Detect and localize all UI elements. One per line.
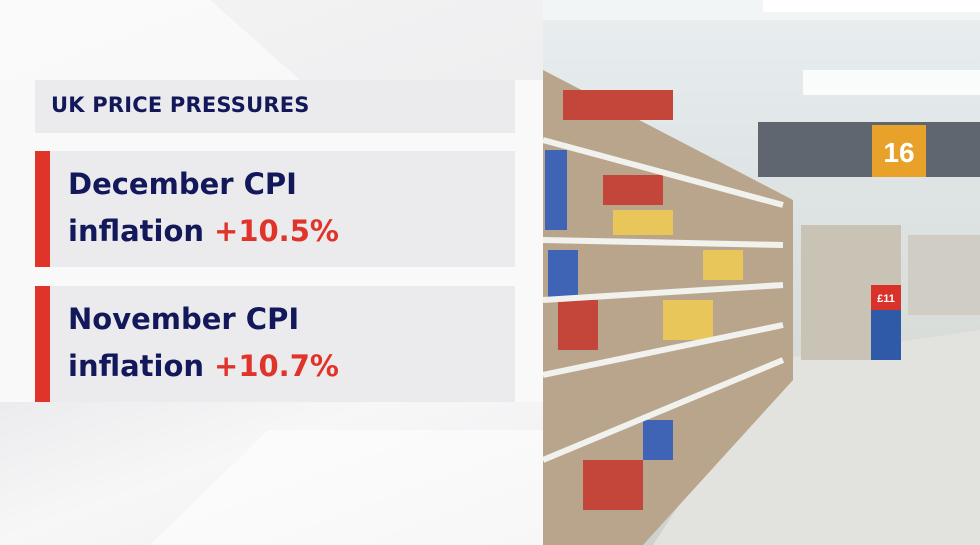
aisle-sign: 16 — [883, 137, 914, 168]
card-title: November CPI — [68, 302, 300, 336]
background-shape — [150, 430, 543, 545]
card-value-line: inflation +10.5% — [68, 214, 339, 248]
card-value: +10.7% — [214, 349, 339, 383]
card-value: +10.5% — [214, 214, 339, 248]
price-sign: £11 — [877, 293, 895, 305]
aisle-illustration: 16 £11 — [543, 0, 980, 545]
background-shape — [0, 0, 300, 80]
accent-bar — [35, 151, 50, 267]
supermarket-aisle-photo: 16 £11 — [543, 0, 980, 545]
stat-card-december: December CPI inflation +10.5% — [35, 151, 515, 267]
card-label: inflation — [68, 214, 205, 248]
card-value-line: inflation +10.7% — [68, 349, 339, 383]
stat-card-november: November CPI inflation +10.7% — [35, 286, 515, 402]
panel-header: UK PRICE PRESSURES — [35, 80, 515, 133]
header-title: UK PRICE PRESSURES — [51, 93, 310, 117]
accent-bar — [35, 286, 50, 402]
card-label: inflation — [68, 349, 205, 383]
card-title: December CPI — [68, 167, 297, 201]
